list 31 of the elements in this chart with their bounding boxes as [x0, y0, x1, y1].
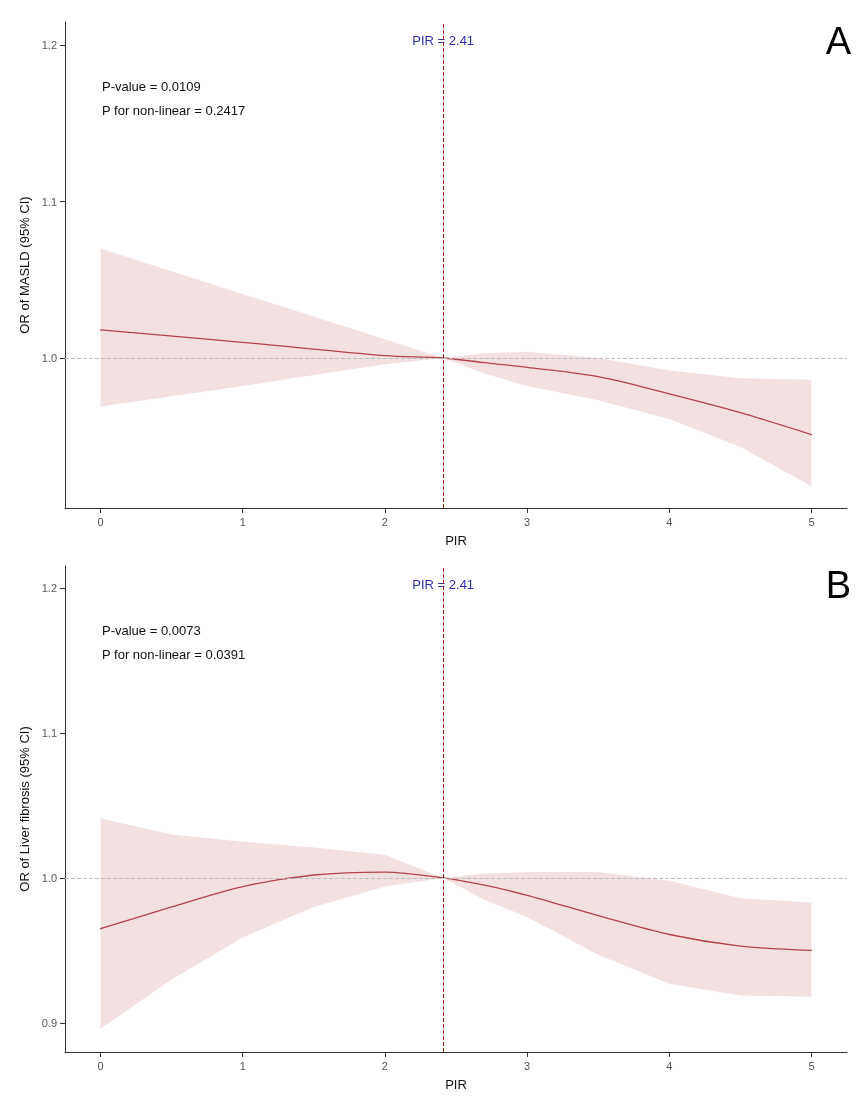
x-tick-label: 1 — [239, 515, 246, 528]
annotation: P for non-linear = 0.0391 — [102, 647, 246, 662]
x-tick-label: 5 — [808, 1059, 815, 1072]
line-series — [99, 329, 813, 436]
y-axis-title: OR of MASLD (95% CI) — [16, 196, 32, 334]
annotation: P for non-linear = 0.2417 — [102, 103, 246, 118]
y-tick-label: 1.0 — [41, 871, 57, 884]
x-tick-label: 4 — [666, 515, 673, 528]
x-axis-title: PIR — [445, 1077, 467, 1092]
x-tick-label: 0 — [97, 1059, 104, 1072]
x-tick-label: 5 — [808, 515, 815, 528]
y-tick-label: 0.9 — [41, 1016, 57, 1029]
x-axis-title: PIR — [445, 533, 467, 548]
x-tick-label: 2 — [381, 515, 388, 528]
y-tick-label: 1.1 — [41, 195, 57, 208]
x-tick-label: 1 — [239, 1059, 246, 1072]
y-tick-label: 1.0 — [41, 351, 57, 364]
x-tick-label: 4 — [666, 1059, 673, 1072]
y-axis-title: OR of Liver fibrosis (95% CI) — [16, 726, 32, 892]
x-tick-label: 3 — [524, 1059, 531, 1072]
x-tick-label: 2 — [381, 1059, 388, 1072]
annotation: B — [825, 564, 852, 606]
x-tick-label: 0 — [97, 515, 104, 528]
annotation: A — [825, 20, 852, 62]
annotation: P-value = 0.0109 — [102, 79, 201, 94]
x-tick-label: 3 — [524, 515, 531, 528]
annotation: P-value = 0.0073 — [102, 623, 201, 638]
y-tick-label: 1.2 — [41, 581, 57, 594]
line-series — [99, 871, 813, 952]
y-tick-label: 1.1 — [41, 726, 57, 739]
y-tick-label: 1.2 — [41, 39, 57, 52]
